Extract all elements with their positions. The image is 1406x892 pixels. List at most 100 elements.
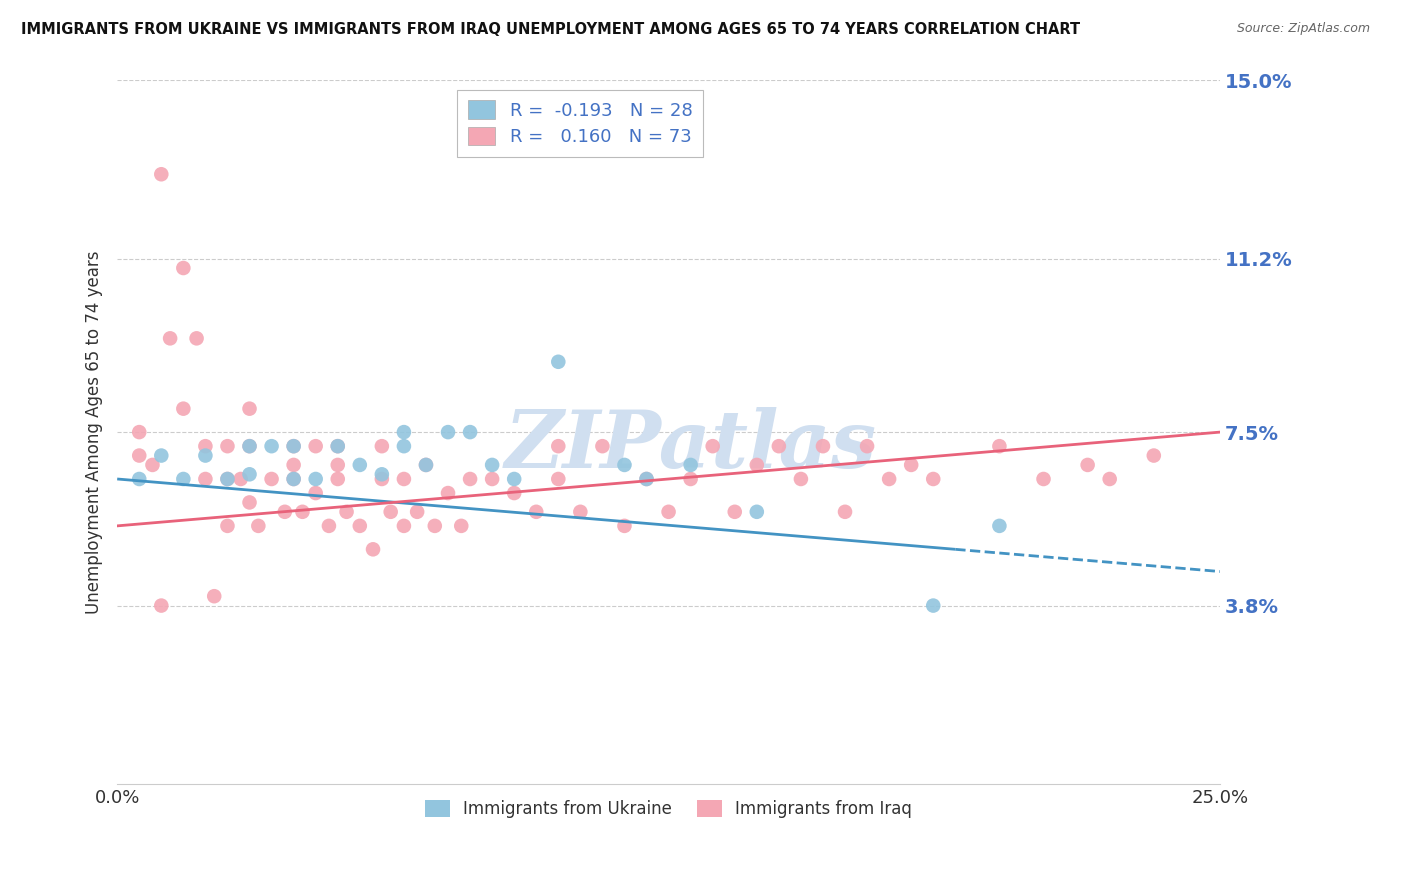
Point bbox=[371, 472, 394, 486]
Point bbox=[305, 472, 328, 486]
Point bbox=[159, 331, 181, 345]
Point bbox=[217, 472, 239, 486]
Point bbox=[702, 439, 724, 453]
Point bbox=[229, 472, 252, 486]
Y-axis label: Unemployment Among Ages 65 to 74 years: Unemployment Among Ages 65 to 74 years bbox=[86, 251, 103, 614]
Point bbox=[305, 486, 328, 500]
Point bbox=[790, 472, 813, 486]
Point bbox=[503, 472, 526, 486]
Point bbox=[305, 439, 328, 453]
Point bbox=[247, 519, 270, 533]
Point bbox=[450, 519, 472, 533]
Point bbox=[260, 439, 283, 453]
Point bbox=[194, 449, 217, 463]
Point bbox=[437, 486, 460, 500]
Point bbox=[547, 355, 569, 369]
Point bbox=[349, 458, 371, 472]
Point bbox=[291, 505, 314, 519]
Point bbox=[988, 439, 1011, 453]
Point bbox=[834, 505, 856, 519]
Point bbox=[238, 401, 260, 416]
Point bbox=[238, 439, 260, 453]
Point bbox=[415, 458, 437, 472]
Point bbox=[150, 449, 173, 463]
Point bbox=[217, 472, 239, 486]
Point bbox=[547, 472, 569, 486]
Point bbox=[392, 472, 415, 486]
Point bbox=[194, 472, 217, 486]
Text: IMMIGRANTS FROM UKRAINE VS IMMIGRANTS FROM IRAQ UNEMPLOYMENT AMONG AGES 65 TO 74: IMMIGRANTS FROM UKRAINE VS IMMIGRANTS FR… bbox=[21, 22, 1080, 37]
Text: ZIPatlas: ZIPatlas bbox=[505, 408, 877, 485]
Point bbox=[371, 467, 394, 482]
Point bbox=[172, 260, 194, 275]
Point bbox=[811, 439, 834, 453]
Point bbox=[613, 458, 636, 472]
Point bbox=[1098, 472, 1121, 486]
Point bbox=[371, 439, 394, 453]
Point bbox=[922, 599, 945, 613]
Point bbox=[326, 458, 349, 472]
Point bbox=[900, 458, 922, 472]
Point bbox=[194, 439, 217, 453]
Point bbox=[283, 458, 305, 472]
Point bbox=[679, 472, 702, 486]
Point bbox=[613, 519, 636, 533]
Point bbox=[392, 425, 415, 439]
Point bbox=[238, 495, 260, 509]
Point bbox=[392, 519, 415, 533]
Point bbox=[318, 519, 340, 533]
Text: Source: ZipAtlas.com: Source: ZipAtlas.com bbox=[1237, 22, 1371, 36]
Point bbox=[150, 167, 173, 181]
Point bbox=[128, 449, 150, 463]
Point bbox=[591, 439, 613, 453]
Point bbox=[186, 331, 208, 345]
Point bbox=[326, 439, 349, 453]
Point bbox=[437, 425, 460, 439]
Point bbox=[128, 425, 150, 439]
Point bbox=[636, 472, 658, 486]
Point bbox=[283, 439, 305, 453]
Point bbox=[481, 458, 503, 472]
Point bbox=[988, 519, 1011, 533]
Point bbox=[745, 458, 768, 472]
Point bbox=[141, 458, 163, 472]
Point bbox=[172, 472, 194, 486]
Point bbox=[202, 589, 225, 603]
Point bbox=[922, 472, 945, 486]
Point bbox=[856, 439, 879, 453]
Point bbox=[423, 519, 446, 533]
Point bbox=[283, 472, 305, 486]
Point bbox=[547, 439, 569, 453]
Point bbox=[415, 458, 437, 472]
Point bbox=[458, 425, 481, 439]
Point bbox=[745, 505, 768, 519]
Point bbox=[217, 439, 239, 453]
Point bbox=[877, 472, 900, 486]
Point bbox=[335, 505, 357, 519]
Point bbox=[128, 472, 150, 486]
Point bbox=[1032, 472, 1054, 486]
Point bbox=[238, 439, 260, 453]
Point bbox=[569, 505, 592, 519]
Point bbox=[238, 467, 260, 482]
Point bbox=[768, 439, 790, 453]
Point bbox=[380, 505, 402, 519]
Point bbox=[326, 439, 349, 453]
Legend: Immigrants from Ukraine, Immigrants from Iraq: Immigrants from Ukraine, Immigrants from… bbox=[418, 793, 920, 824]
Point bbox=[1077, 458, 1099, 472]
Point bbox=[679, 458, 702, 472]
Point bbox=[724, 505, 747, 519]
Point bbox=[458, 472, 481, 486]
Point bbox=[283, 439, 305, 453]
Point bbox=[217, 519, 239, 533]
Point bbox=[172, 401, 194, 416]
Point bbox=[1143, 449, 1166, 463]
Point bbox=[636, 472, 658, 486]
Point bbox=[150, 599, 173, 613]
Point bbox=[283, 472, 305, 486]
Point bbox=[658, 505, 681, 519]
Point bbox=[481, 472, 503, 486]
Point bbox=[326, 472, 349, 486]
Point bbox=[524, 505, 547, 519]
Point bbox=[406, 505, 429, 519]
